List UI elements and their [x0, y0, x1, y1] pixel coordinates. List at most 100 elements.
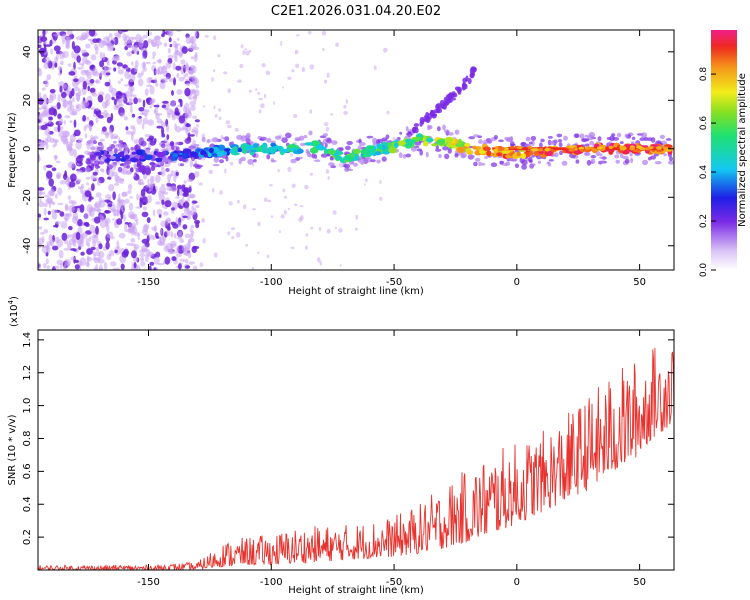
ridge-halo: [640, 132, 648, 139]
ridge-halo: [510, 143, 516, 147]
ridge-blob: [360, 149, 369, 155]
noise-speckle: [162, 80, 168, 83]
noise-speckle: [169, 30, 174, 37]
noise-speckle: [189, 100, 197, 107]
noise-speckle: [164, 200, 172, 208]
noise-speckle: [136, 218, 139, 226]
noise-speckle: [56, 174, 60, 179]
noise-speckle: [48, 116, 53, 121]
ridge-halo: [478, 139, 483, 144]
spectrogram-frame: [37, 29, 675, 271]
spectrogram-panel: -150 -100 -50 0 50 -40 -20 0 20 40 Height of stra…: [7, 29, 675, 297]
noise-speckle: [59, 85, 63, 93]
noise-speckle: [157, 67, 160, 75]
carrier-blob: [538, 148, 544, 152]
ridge-blob: [272, 145, 281, 150]
faint-speckle: [282, 188, 286, 193]
noise-speckle: [168, 77, 174, 83]
noise-speckle: [97, 94, 104, 103]
ridge-halo: [294, 137, 301, 141]
secondary-trace-blob: [413, 123, 420, 127]
noise-speckle: [165, 62, 172, 69]
noise-speckle: [191, 76, 195, 82]
noise-speckle: [132, 126, 136, 135]
faint-speckle: [364, 178, 368, 183]
noise-speckle: [60, 91, 67, 99]
noise-speckle: [131, 36, 137, 40]
noise-speckle: [44, 79, 49, 88]
ridge-halo: [525, 136, 531, 142]
ridge-halo: [504, 136, 509, 141]
noise-speckle: [71, 88, 75, 97]
noise-speckle: [68, 238, 76, 246]
ridge-blob: [431, 143, 438, 147]
noise-speckle: [149, 261, 155, 266]
ridge-halo: [547, 136, 553, 139]
ridge-halo: [90, 154, 94, 159]
faint-speckle: [258, 109, 262, 114]
ridge-halo: [175, 141, 180, 145]
noise-speckle: [68, 181, 76, 188]
noise-speckle: [187, 252, 192, 259]
ridge-halo: [579, 133, 585, 139]
ridge-halo: [631, 136, 636, 140]
noise-speckle: [73, 61, 76, 70]
carrier-blob: [632, 148, 640, 153]
noise-speckle: [98, 250, 105, 259]
y-tick-label: 1.0: [22, 398, 33, 414]
noise-speckle: [75, 92, 81, 101]
faint-speckle: [294, 49, 299, 54]
noise-speckle: [188, 172, 196, 181]
ridge-blob: [119, 157, 127, 162]
noise-speckle: [78, 62, 84, 66]
faint-speckle: [283, 209, 287, 215]
noise-speckle: [68, 204, 75, 213]
noise-speckle: [153, 256, 160, 265]
ridge-blob: [348, 155, 354, 162]
noise-speckle: [118, 232, 126, 239]
x-tick-label: 50: [633, 577, 646, 588]
faint-speckle: [338, 228, 343, 233]
noise-speckle: [149, 140, 156, 146]
noise-speckle: [168, 37, 172, 43]
ridge-halo: [556, 133, 563, 138]
noise-speckle: [175, 65, 182, 71]
noise-speckle: [183, 74, 186, 79]
noise-speckle: [147, 251, 154, 257]
noise-speckle: [194, 31, 198, 37]
noise-speckle: [155, 174, 161, 183]
colorbar-ticks: 0.0 0.2 0.4 0.6 0.8: [699, 67, 716, 277]
ridge-halo: [548, 159, 554, 162]
noise-speckle: [189, 193, 196, 199]
faint-speckle: [257, 221, 261, 227]
faint-speckle: [386, 110, 390, 115]
noise-speckle: [73, 148, 77, 158]
noise-speckle: [79, 204, 85, 213]
ridge-blob: [178, 156, 184, 162]
ridge-halo: [611, 133, 616, 137]
ridge-halo: [590, 155, 597, 159]
noise-speckle: [90, 107, 96, 110]
noise-speckle: [73, 119, 77, 128]
noise-speckle: [46, 197, 54, 204]
ridge-blob: [102, 155, 107, 160]
ridge-halo: [322, 133, 329, 137]
noise-speckle: [68, 200, 75, 204]
noise-speckle: [67, 177, 70, 186]
carrier-blob: [509, 146, 515, 150]
ridge-halo: [619, 153, 624, 159]
noise-speckle: [47, 210, 51, 215]
carrier-blob: [579, 149, 585, 153]
noise-speckle: [125, 130, 133, 135]
noise-speckle: [52, 144, 56, 148]
noise-speckle: [86, 182, 89, 186]
faint-speckle: [242, 50, 246, 55]
exponent-close: ): [9, 296, 20, 300]
noise-speckle: [57, 72, 62, 76]
faint-speckle: [265, 70, 271, 76]
noise-speckle: [40, 232, 45, 235]
ridge-blob: [388, 147, 397, 154]
noise-speckle: [103, 65, 107, 74]
noise-speckle: [144, 88, 149, 96]
noise-speckle: [141, 245, 148, 252]
